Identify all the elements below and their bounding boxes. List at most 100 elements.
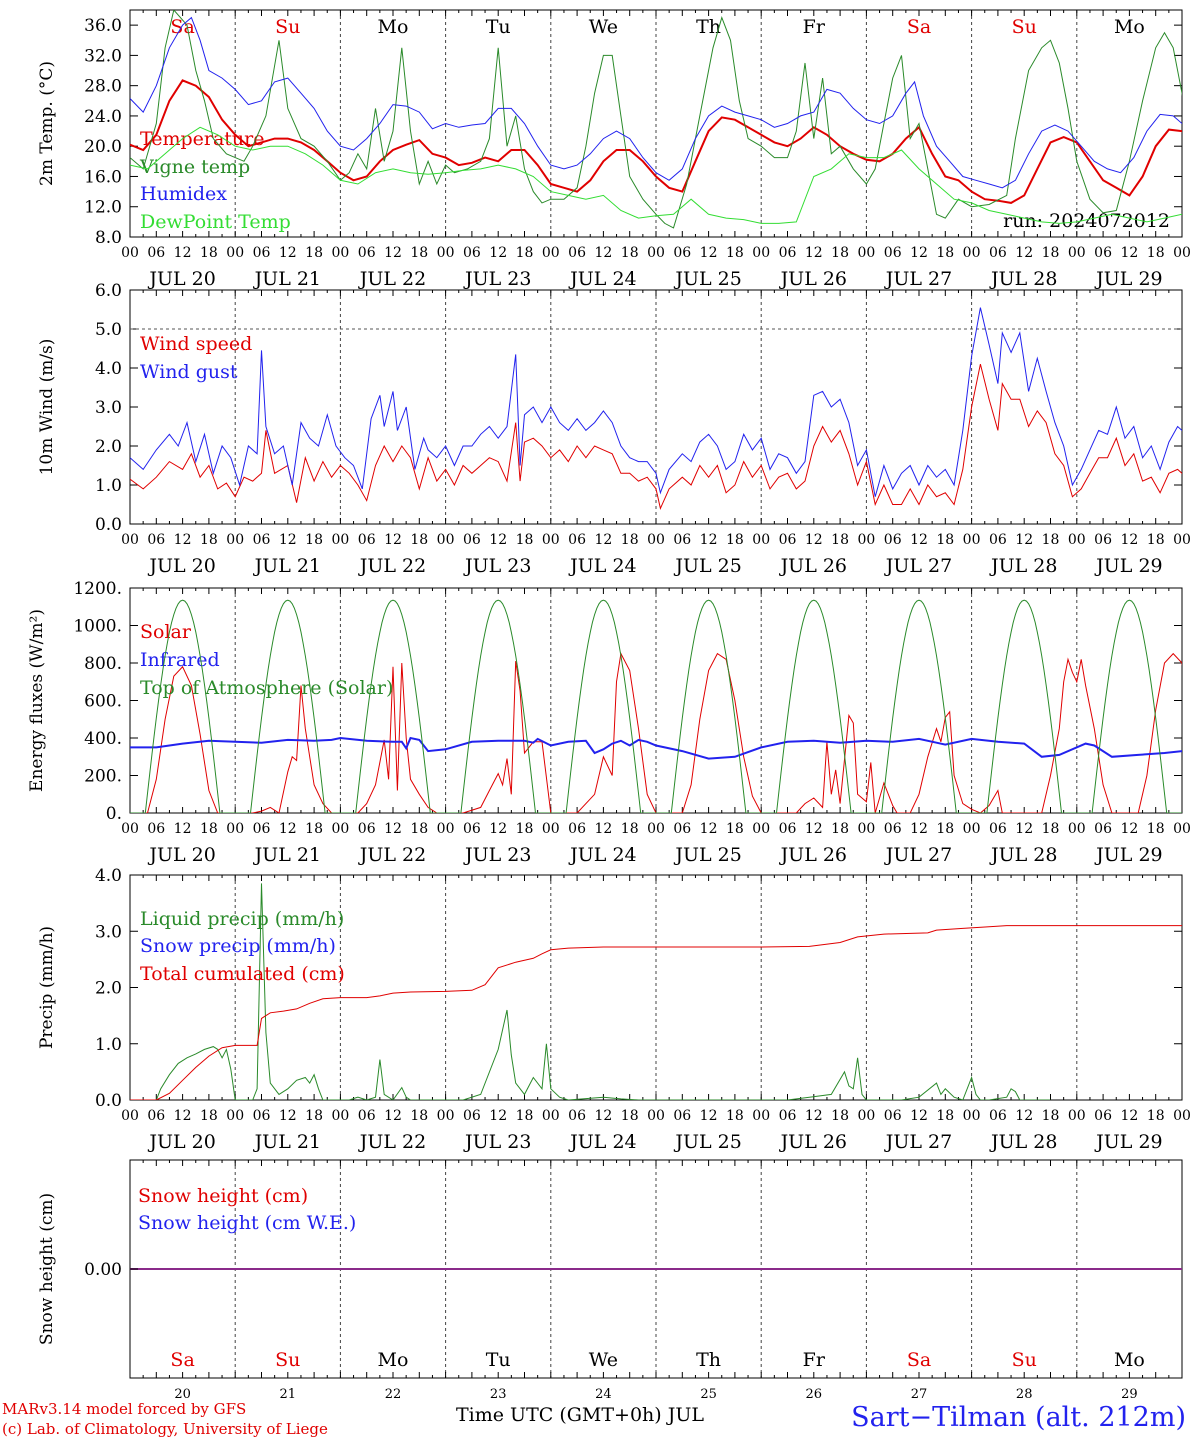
series-line [130,16,1182,189]
hour-label: 06 [358,532,376,548]
hour-label: 12 [174,532,192,548]
y-tick-label: 16.0 [84,167,122,187]
hour-label: 12 [594,821,612,837]
day-label: JUL 28 [989,555,1057,577]
hour-label: 06 [568,1108,586,1124]
hour-label: 00 [963,245,981,261]
y-tick-label: 6.0 [95,281,122,301]
y-tick-label: 24.0 [84,107,122,127]
hour-label: 00 [647,532,665,548]
hour-label: 18 [1042,245,1060,261]
hour-label: 00 [857,532,875,548]
hour-label: 06 [253,1108,271,1124]
hour-label: 06 [253,245,271,261]
hour-label: 12 [700,245,718,261]
model-credit-line: MARv3.14 model forced by GFS [2,1400,247,1418]
hour-label: 12 [384,532,402,548]
day-label: JUL 22 [358,1131,426,1153]
hour-label: 12 [1015,821,1033,837]
hour-label: 00 [437,245,455,261]
day-label: JUL 21 [253,555,321,577]
day-number: 23 [490,1387,507,1402]
y-tick-label: 20.0 [84,137,122,157]
hour-label: 18 [726,1108,744,1124]
y-tick-label: 0.00 [84,1260,122,1280]
hour-label: 18 [726,245,744,261]
weekday-label: Mo [378,16,409,38]
series-line [130,599,1182,813]
hour-label: 12 [384,245,402,261]
weekday-label: Fr [803,16,826,38]
legend-entry: Snow height (cm W.E.) [138,1212,356,1234]
legend-entry: Infrared [140,649,220,671]
series-line [130,307,1182,497]
hour-label: 00 [331,1108,349,1124]
hour-label: 06 [779,532,797,548]
hour-label: 12 [805,1108,823,1124]
hour-label: 00 [331,245,349,261]
hour-label: 06 [253,532,271,548]
y-axis-label: 2m Temp. (°C) [37,61,57,186]
y-tick-label: 2.0 [95,437,122,457]
hour-label: 12 [384,1108,402,1124]
hour-label: 00 [226,1108,244,1124]
hour-label: 18 [726,821,744,837]
day-label: JUL 20 [147,1131,215,1153]
hour-label: 12 [1015,532,1033,548]
weekday-label: We [589,1349,618,1371]
weekday-label: Mo [1114,16,1145,38]
hour-label: 00 [1068,532,1086,548]
y-tick-label: 28.0 [84,77,122,97]
hour-label: 18 [410,245,428,261]
hour-label: 18 [621,1108,639,1124]
day-label: JUL 29 [1094,555,1162,577]
day-label: JUL 25 [673,1131,741,1153]
day-number: 24 [595,1387,612,1402]
hour-label: 00 [1173,821,1191,837]
hour-label: 18 [1147,1108,1165,1124]
legend-entry: Solar [140,621,192,643]
y-tick-label: 3.0 [95,922,122,942]
hour-label: 12 [174,821,192,837]
hour-label: 06 [1094,1108,1112,1124]
hour-label: 06 [989,821,1007,837]
legend-entry: Snow height (cm) [138,1185,308,1207]
hour-label: 18 [831,821,849,837]
y-tick-label: 5.0 [95,320,122,340]
y-tick-label: 1200. [73,579,122,599]
day-label: JUL 26 [779,1131,847,1153]
hour-label: 12 [910,532,928,548]
weekday-label: Tu [486,16,511,38]
day-number: 21 [280,1387,297,1402]
run-label: run: 2024072012 [1003,210,1170,232]
hour-label: 00 [121,821,139,837]
hour-label: 12 [1015,245,1033,261]
weekday-label: Sa [170,16,194,38]
hour-label: 06 [1094,532,1112,548]
day-label: JUL 28 [989,1131,1057,1153]
hour-label: 00 [752,821,770,837]
hour-label: 18 [726,532,744,548]
hour-label: 12 [805,245,823,261]
y-axis-label: Energy fluxes (W/m²) [27,609,47,792]
hour-label: 06 [1094,245,1112,261]
hour-label: 00 [542,1108,560,1124]
day-label: JUL 24 [568,555,636,577]
hour-label: 12 [174,245,192,261]
day-label: JUL 23 [463,844,531,866]
hour-label: 12 [594,1108,612,1124]
hour-label: 18 [1147,821,1165,837]
day-label: JUL 28 [989,268,1057,290]
hour-label: 12 [279,821,297,837]
day-label: JUL 22 [358,268,426,290]
day-number: 20 [174,1387,191,1402]
hour-label: 00 [121,532,139,548]
hour-label: 06 [253,821,271,837]
legend-entry: Snow precip (mm/h) [140,935,336,957]
day-label: JUL 23 [463,1131,531,1153]
hour-label: 06 [884,1108,902,1124]
weekday-label: Su [1012,1349,1037,1371]
hour-label: 12 [700,532,718,548]
day-label: JUL 25 [673,555,741,577]
hour-label: 12 [489,821,507,837]
